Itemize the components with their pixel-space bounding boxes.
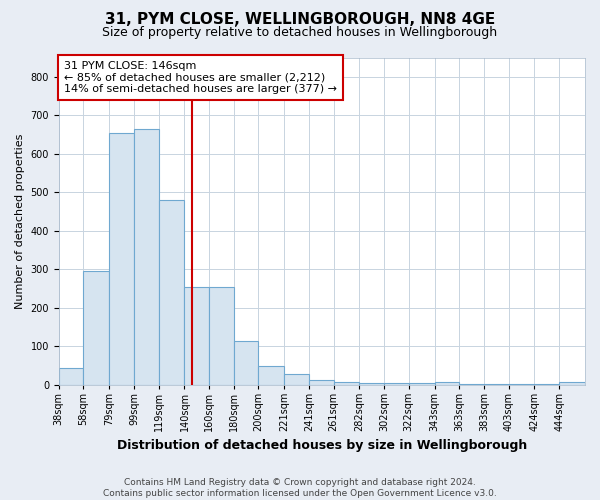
Bar <box>134 128 158 385</box>
Text: Size of property relative to detached houses in Wellingborough: Size of property relative to detached ho… <box>103 26 497 39</box>
Text: 31, PYM CLOSE, WELLINGBOROUGH, NN8 4GE: 31, PYM CLOSE, WELLINGBOROUGH, NN8 4GE <box>105 12 495 28</box>
Bar <box>509 384 535 385</box>
Bar <box>434 382 459 385</box>
Bar <box>234 342 259 385</box>
X-axis label: Distribution of detached houses by size in Wellingborough: Distribution of detached houses by size … <box>117 440 527 452</box>
Bar <box>158 200 184 385</box>
Bar <box>209 286 234 385</box>
Bar <box>109 132 134 385</box>
Text: Contains HM Land Registry data © Crown copyright and database right 2024.
Contai: Contains HM Land Registry data © Crown c… <box>103 478 497 498</box>
Bar <box>83 271 109 385</box>
Bar <box>284 374 309 385</box>
Bar <box>459 384 484 385</box>
Bar <box>309 380 334 385</box>
Bar <box>559 382 585 385</box>
Bar <box>359 383 384 385</box>
Bar <box>334 382 359 385</box>
Y-axis label: Number of detached properties: Number of detached properties <box>15 134 25 309</box>
Bar <box>59 368 83 385</box>
Bar <box>259 366 284 385</box>
Bar <box>409 383 434 385</box>
Bar <box>535 384 559 385</box>
Bar <box>184 286 209 385</box>
Text: 31 PYM CLOSE: 146sqm
← 85% of detached houses are smaller (2,212)
14% of semi-de: 31 PYM CLOSE: 146sqm ← 85% of detached h… <box>64 61 337 94</box>
Bar <box>484 384 509 385</box>
Bar <box>384 383 409 385</box>
